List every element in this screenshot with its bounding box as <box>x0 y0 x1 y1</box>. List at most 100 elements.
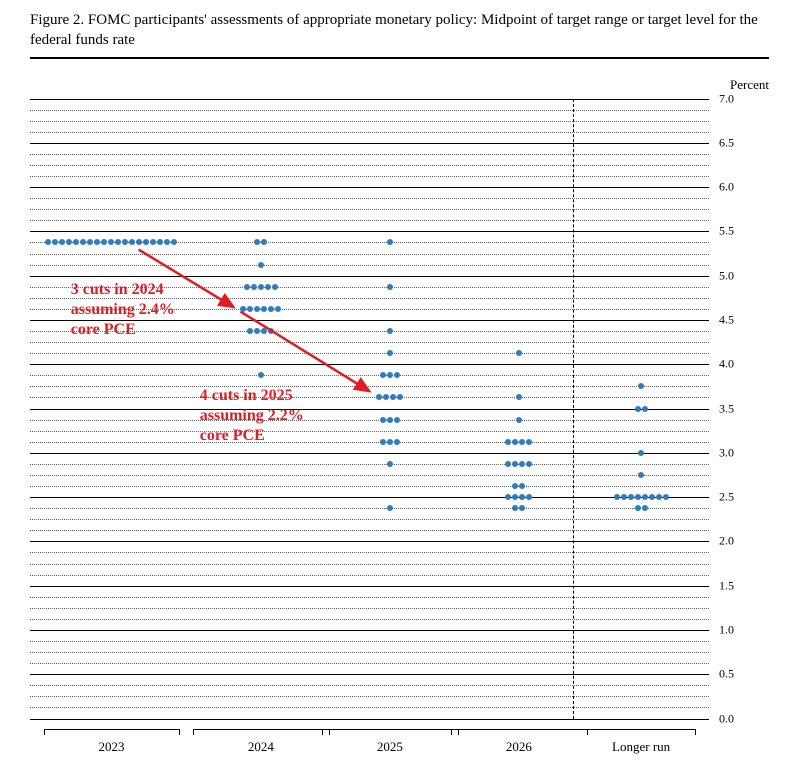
xaxis-tick <box>44 729 45 735</box>
grid-minor <box>30 375 709 376</box>
grid-minor <box>30 353 709 354</box>
dot <box>519 483 525 489</box>
dot <box>108 239 114 245</box>
dot <box>505 439 511 445</box>
dot <box>87 239 93 245</box>
dot <box>394 372 400 378</box>
dot <box>638 472 644 478</box>
ytick-label: 2.5 <box>719 490 759 505</box>
grid-major <box>30 630 709 631</box>
dot <box>80 239 86 245</box>
dot <box>240 306 246 312</box>
grid-minor <box>30 608 709 609</box>
ytick-label: 7.0 <box>719 91 759 106</box>
grid-minor <box>30 110 709 111</box>
dot <box>45 239 51 245</box>
dot <box>387 417 393 423</box>
dot <box>383 394 389 400</box>
grid-minor <box>30 519 709 520</box>
grid-minor <box>30 530 709 531</box>
dot <box>265 284 271 290</box>
dot <box>251 284 257 290</box>
grid-minor <box>30 564 709 565</box>
grid-major <box>30 541 709 542</box>
dot <box>526 461 532 467</box>
ytick-label: 3.5 <box>719 401 759 416</box>
xaxis-tick <box>179 729 180 735</box>
dot <box>390 394 396 400</box>
grid-minor <box>30 442 709 443</box>
dot <box>247 328 253 334</box>
ytick-label: 1.0 <box>719 622 759 637</box>
xaxis-segment <box>322 729 458 730</box>
dot <box>150 239 156 245</box>
xaxis-tick <box>587 729 588 735</box>
xaxis-label: 2026 <box>506 739 532 755</box>
dot <box>387 505 393 511</box>
dot <box>261 328 267 334</box>
grid-minor <box>30 597 709 598</box>
dot <box>387 439 393 445</box>
dot <box>656 494 662 500</box>
dot <box>157 239 163 245</box>
plot-region: 0.00.51.01.52.02.53.03.54.04.55.05.56.06… <box>30 99 709 719</box>
x-axis: 2023202420252026Longer run <box>30 719 709 759</box>
xaxis-tick <box>322 729 323 735</box>
dot <box>638 450 644 456</box>
dot <box>247 306 253 312</box>
dot <box>387 284 393 290</box>
ytick-label: 0.0 <box>719 711 759 726</box>
grid-minor <box>30 464 709 465</box>
dot <box>505 494 511 500</box>
dot <box>387 328 393 334</box>
grid-minor <box>30 685 709 686</box>
dot <box>526 494 532 500</box>
dot <box>254 306 260 312</box>
dot <box>512 505 518 511</box>
grid-major <box>30 453 709 454</box>
dot <box>275 306 281 312</box>
grid-minor <box>30 552 709 553</box>
longer-run-separator <box>573 99 574 719</box>
grid-minor <box>30 154 709 155</box>
grid-major <box>30 409 709 410</box>
ytick-label: 3.0 <box>719 445 759 460</box>
dot <box>122 239 128 245</box>
dot <box>171 239 177 245</box>
grid-minor <box>30 165 709 166</box>
grid-major <box>30 143 709 144</box>
dot <box>261 306 267 312</box>
dot <box>394 439 400 445</box>
dot-plot-chart: Percent 0.00.51.01.52.02.53.03.54.04.55.… <box>30 99 769 759</box>
xaxis-label: 2025 <box>377 739 403 755</box>
dot <box>394 417 400 423</box>
dot <box>164 239 170 245</box>
grid-major <box>30 497 709 498</box>
grid-minor <box>30 176 709 177</box>
ytick-label: 1.5 <box>719 578 759 593</box>
dot <box>512 461 518 467</box>
dot <box>261 239 267 245</box>
xaxis-label: Longer run <box>612 739 670 755</box>
dot <box>244 284 250 290</box>
dot <box>516 394 522 400</box>
ytick-label: 5.0 <box>719 268 759 283</box>
grid-minor <box>30 475 709 476</box>
dot <box>638 383 644 389</box>
grid-major <box>30 99 709 100</box>
grid-minor <box>30 220 709 221</box>
dot <box>505 461 511 467</box>
dot <box>621 494 627 500</box>
grid-minor <box>30 652 709 653</box>
dot <box>73 239 79 245</box>
dot <box>516 350 522 356</box>
dot <box>628 494 634 500</box>
grid-minor <box>30 209 709 210</box>
ytick-label: 0.5 <box>719 667 759 682</box>
ytick-label: 5.5 <box>719 224 759 239</box>
grid-minor <box>30 696 709 697</box>
grid-minor <box>30 508 709 509</box>
dot <box>272 284 278 290</box>
dot <box>519 439 525 445</box>
dot <box>258 372 264 378</box>
